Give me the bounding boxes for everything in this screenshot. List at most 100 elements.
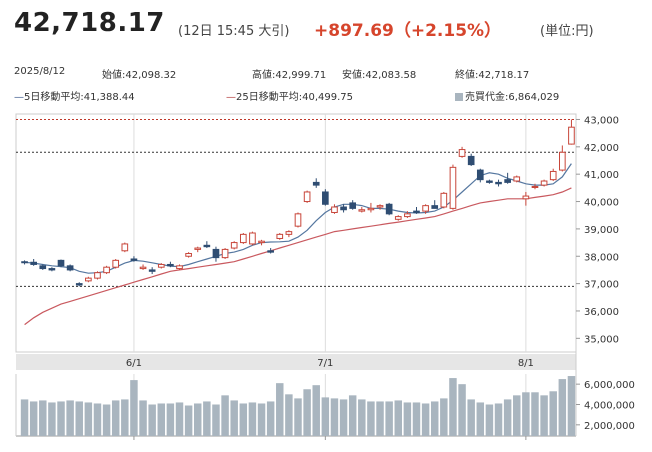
candle	[167, 261, 174, 268]
volume-bar	[513, 395, 521, 436]
candle	[422, 204, 429, 214]
volume-bar	[130, 380, 138, 436]
candle-body	[157, 263, 165, 268]
candle	[303, 190, 311, 203]
candle	[148, 267, 156, 275]
volume-bar	[412, 402, 421, 436]
stat-ma5: —5日移動平均:41,388.44	[14, 92, 135, 103]
volume-bar	[303, 389, 311, 436]
candle-body	[422, 205, 429, 212]
candle-body	[176, 265, 183, 270]
candle	[212, 246, 220, 262]
candle	[258, 239, 265, 246]
x-tick-label: 6/1	[126, 358, 142, 369]
candle	[385, 202, 393, 216]
price-panel-frame	[15, 113, 577, 353]
volume-bar	[66, 400, 74, 436]
volume-bar	[367, 401, 375, 436]
volume-bar	[440, 398, 448, 436]
volume-bar	[330, 398, 339, 436]
candle	[30, 258, 37, 266]
candle-body	[568, 126, 575, 145]
volume-tick-label: 6,000,000	[584, 380, 635, 391]
stat-ma25: —25日移動平均:40,499.75	[226, 92, 353, 103]
candle-body	[549, 170, 557, 181]
candle	[75, 282, 83, 287]
candle-body	[66, 265, 74, 271]
price-tick-label: 39,000	[584, 225, 619, 236]
volume-bar	[184, 405, 193, 436]
candle-body	[376, 205, 384, 208]
candle	[340, 204, 347, 213]
candle-body	[230, 242, 238, 249]
volume-bar	[339, 399, 348, 436]
unit-label: (単位:円)	[540, 24, 594, 39]
volume-bar	[75, 401, 83, 436]
volume-bar	[385, 401, 393, 436]
candle	[522, 191, 530, 206]
volume-bar	[312, 385, 320, 436]
candle-body	[440, 192, 448, 208]
price-change: +897.69（+2.15%）	[314, 21, 502, 41]
candle-body	[21, 261, 28, 264]
candle-body	[267, 250, 274, 253]
candle	[221, 248, 229, 259]
stat-high: 高値:42,999.71	[252, 70, 327, 81]
volume-bar	[212, 404, 220, 436]
candle	[103, 265, 110, 275]
candle-body	[367, 207, 375, 211]
candle	[559, 145, 566, 172]
candle-body	[112, 259, 120, 268]
volume-bar	[57, 401, 65, 436]
volume-bar	[485, 404, 494, 436]
candle-body	[185, 253, 192, 257]
candle-body	[540, 180, 548, 186]
candle-body	[467, 155, 475, 166]
volume-tick-label: 4,000,000	[584, 400, 635, 411]
volume-bar	[39, 400, 47, 436]
candle-body	[331, 206, 338, 213]
volume-bar	[449, 378, 457, 436]
candle	[239, 233, 247, 244]
price-tick-label: 37,000	[584, 280, 619, 291]
candle	[440, 191, 448, 209]
ma25-line	[24, 187, 572, 326]
candle-body	[458, 149, 466, 157]
candle-body	[303, 191, 311, 203]
candle	[194, 246, 202, 253]
candle-body	[276, 233, 284, 239]
candle-body	[239, 233, 247, 244]
volume-bar	[394, 400, 402, 436]
candle	[358, 207, 366, 213]
volume-bar	[494, 403, 503, 436]
volume-bar	[403, 402, 412, 436]
candle-body	[495, 181, 502, 185]
volume-bar	[549, 391, 557, 436]
candle	[48, 267, 56, 272]
candle-body	[394, 216, 402, 220]
candle-body	[130, 258, 138, 261]
volume-bar	[503, 399, 512, 436]
price-tick-label: 43,000	[584, 115, 619, 126]
candle-body	[30, 261, 37, 265]
candle-body	[203, 244, 211, 248]
volume-bar	[221, 395, 229, 436]
candle	[203, 241, 211, 249]
quote-header: 42,718.17 (12日 15:45 大引) +897.69（+2.15%）…	[14, 6, 644, 46]
volume-bar	[20, 399, 29, 436]
volume-bar	[285, 394, 293, 436]
x-tick-label: 7/1	[317, 358, 333, 369]
candle-body	[194, 247, 202, 250]
price-tick-label: 36,000	[584, 307, 619, 318]
candle	[230, 241, 238, 250]
candle-body	[167, 263, 174, 267]
volume-bar	[531, 392, 539, 436]
candle	[94, 271, 101, 280]
volume-bar	[467, 399, 475, 436]
candle	[376, 204, 384, 210]
stat-low: 安値:42,083.58	[342, 70, 417, 81]
candle-body	[513, 176, 521, 182]
volume-bar	[139, 400, 147, 436]
volume-bar	[567, 376, 576, 436]
candle	[276, 233, 284, 240]
